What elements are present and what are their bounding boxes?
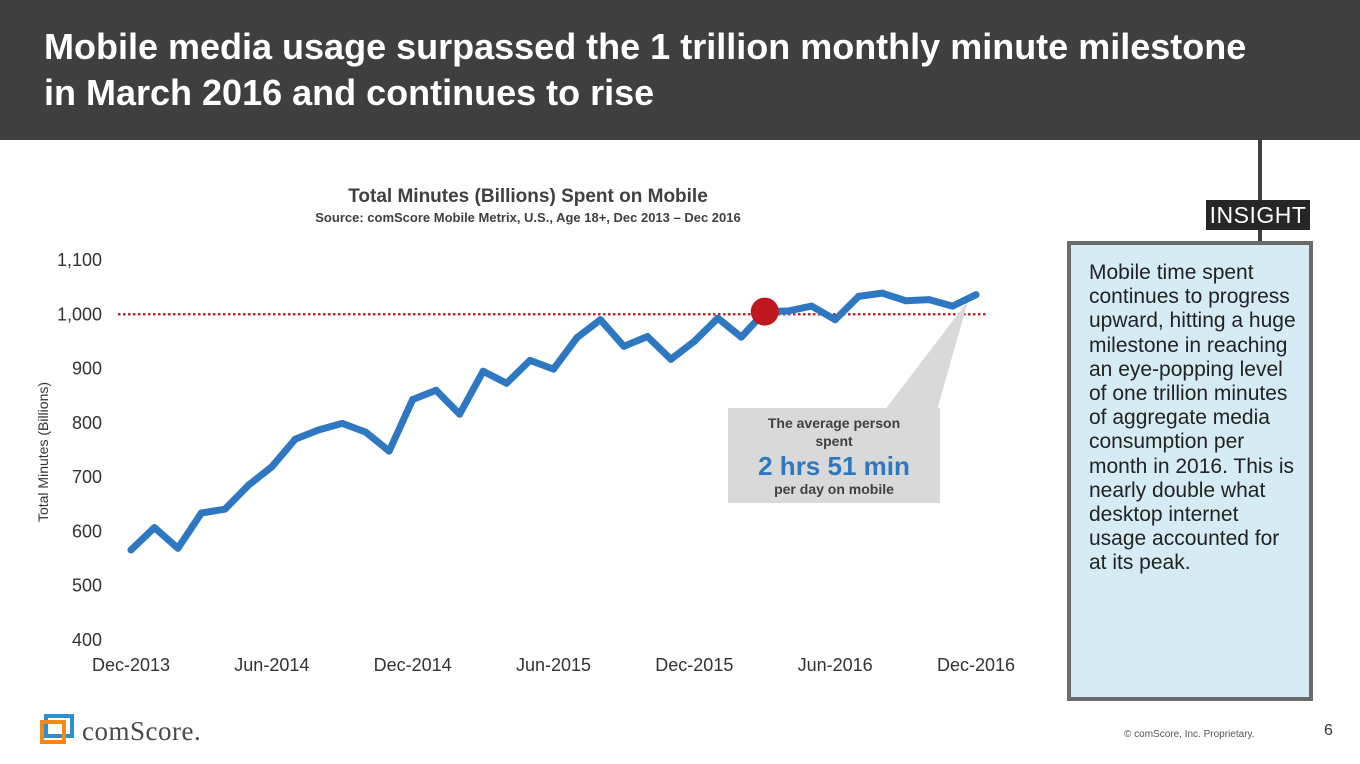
y-tick-label: 700 bbox=[72, 467, 102, 487]
data-point bbox=[949, 302, 957, 310]
data-point bbox=[667, 355, 675, 363]
data-point bbox=[197, 509, 205, 517]
comscore-logo-text: comScore. bbox=[82, 716, 202, 746]
y-tick-label: 900 bbox=[72, 359, 102, 379]
data-point bbox=[737, 333, 745, 341]
data-point bbox=[925, 296, 933, 304]
milestone-marker bbox=[750, 297, 779, 326]
data-point bbox=[432, 386, 440, 394]
data-point bbox=[620, 342, 628, 350]
data-point bbox=[503, 379, 511, 387]
chart-title: Total Minutes (Billions) Spent on Mobile bbox=[348, 186, 708, 207]
y-tick-label: 500 bbox=[72, 576, 102, 596]
callout-text-line3: per day on mobile bbox=[774, 481, 894, 497]
y-tick-label: 800 bbox=[72, 413, 102, 433]
data-point bbox=[550, 365, 557, 373]
callout-highlight: 2 hrs 51 min bbox=[758, 451, 910, 481]
insight-connector-line bbox=[1258, 140, 1262, 206]
data-point bbox=[573, 334, 581, 342]
data-point bbox=[456, 410, 464, 418]
data-point bbox=[244, 481, 252, 489]
data-point bbox=[831, 316, 839, 324]
page-title-line-2: in March 2016 and continues to rise bbox=[44, 72, 655, 113]
x-tick-label: Jun-2014 bbox=[234, 655, 309, 675]
data-point bbox=[526, 356, 534, 364]
callout-text-line2: spent bbox=[815, 433, 853, 449]
data-point bbox=[409, 396, 417, 404]
data-point bbox=[174, 544, 182, 552]
data-point bbox=[150, 524, 158, 532]
page-title: Mobile media usage surpassed the 1 trill… bbox=[44, 24, 1344, 116]
x-tick-label: Dec-2014 bbox=[374, 655, 452, 675]
x-tick-label: Dec-2013 bbox=[92, 655, 170, 675]
page-title-line-1: Mobile media usage surpassed the 1 trill… bbox=[44, 26, 1247, 67]
data-point bbox=[878, 289, 886, 297]
data-point bbox=[714, 314, 722, 322]
y-axis-label: Total Minutes (Billions) bbox=[35, 382, 51, 522]
page-number: 6 bbox=[1324, 722, 1333, 739]
data-point bbox=[972, 291, 980, 299]
data-point bbox=[338, 419, 346, 427]
data-point bbox=[808, 302, 816, 310]
x-tick-label: Dec-2016 bbox=[937, 655, 1015, 675]
y-tick-label: 400 bbox=[72, 630, 102, 650]
y-tick-label: 1,100 bbox=[57, 250, 102, 270]
x-tick-label: Jun-2015 bbox=[516, 655, 591, 675]
data-point bbox=[385, 447, 393, 455]
x-tick-label: Dec-2015 bbox=[655, 655, 733, 675]
data-point bbox=[784, 307, 792, 315]
insight-tag: INSIGHT bbox=[1206, 200, 1310, 230]
data-point bbox=[291, 435, 299, 443]
data-point bbox=[596, 316, 604, 324]
data-point bbox=[479, 367, 487, 375]
x-tick-label: Jun-2016 bbox=[798, 655, 873, 675]
insight-box: Mobile time spent continues to progress … bbox=[1067, 241, 1313, 701]
copyright-notice: © comScore, Inc. Proprietary. bbox=[1124, 729, 1255, 740]
data-point bbox=[221, 505, 229, 513]
chart-subtitle: Source: comScore Mobile Metrix, U.S., Ag… bbox=[315, 210, 741, 225]
data-point bbox=[855, 292, 863, 300]
data-point bbox=[268, 463, 276, 471]
comscore-logo-icon bbox=[40, 714, 74, 744]
data-point bbox=[315, 426, 323, 434]
callout-text-line1: The average person bbox=[768, 415, 900, 431]
data-point bbox=[902, 297, 910, 305]
data-point bbox=[362, 428, 370, 436]
data-point bbox=[690, 337, 698, 345]
data-point bbox=[127, 546, 135, 554]
callout-box bbox=[728, 408, 940, 503]
y-tick-label: 1,000 bbox=[57, 304, 102, 324]
y-tick-label: 600 bbox=[72, 521, 102, 541]
data-point bbox=[643, 333, 651, 341]
line-chart: 400 500 600 700 800 900 1,000 1,100 Dec-2013 Jun-… bbox=[35, 250, 1015, 675]
insight-connector-line-lower bbox=[1258, 230, 1262, 242]
header-bar bbox=[0, 0, 1360, 140]
insight-text: Mobile time spent continues to progress … bbox=[1089, 261, 1296, 575]
